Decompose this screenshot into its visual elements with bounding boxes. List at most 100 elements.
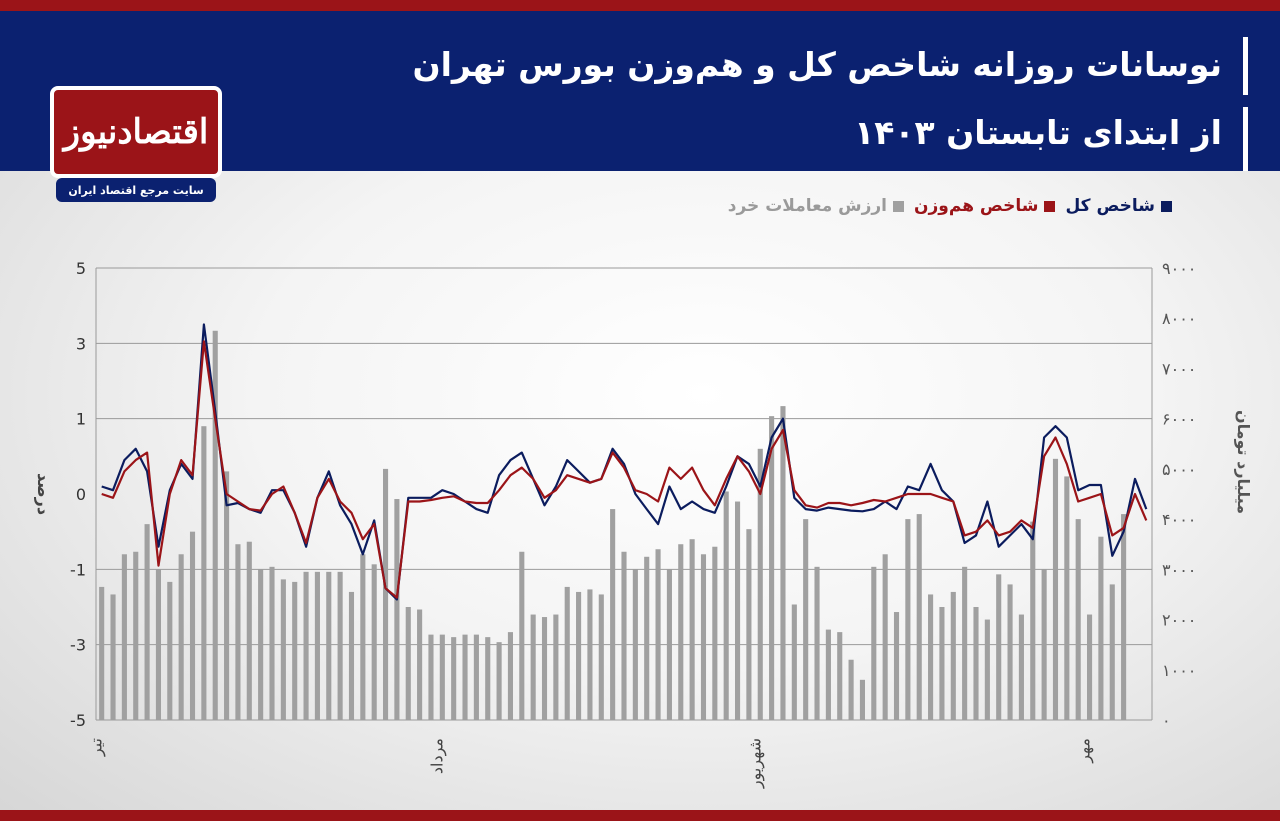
bottom-accent-strip (0, 810, 1280, 821)
bar-retail-trade-value (996, 574, 1002, 720)
legend-label: شاخص هم‌وزن (914, 196, 1039, 216)
x-month-label: مرداد (427, 738, 447, 774)
legend-label: شاخص کل (1065, 196, 1155, 216)
bar-retail-trade-value (757, 448, 763, 720)
title-divider-bar (1243, 37, 1248, 95)
bar-retail-trade-value (451, 637, 457, 720)
bar-retail-trade-value (632, 569, 638, 720)
bar-retail-trade-value (280, 579, 286, 720)
y2-tick-label: ۶۰۰۰ (1162, 410, 1196, 429)
legend-label: ارزش معاملات خرد (727, 196, 888, 216)
brand-tagline: سایت مرجع اقتصاد ایران (56, 178, 216, 202)
y-tick-label: 5 (76, 259, 86, 278)
y2-tick-label: ۹۰۰۰ (1162, 259, 1196, 278)
bar-retail-trade-value (1098, 536, 1104, 720)
y2-tick-label: ۲۰۰۰ (1162, 611, 1196, 630)
legend-swatch (1044, 200, 1056, 212)
bar-retail-trade-value (530, 614, 536, 720)
bar-retail-trade-value (235, 544, 241, 720)
bar-retail-trade-value (178, 554, 184, 720)
bar-retail-trade-value (428, 634, 434, 720)
bar-retail-trade-value (905, 519, 911, 720)
brand-logo-text: اقتصادنیوز (63, 112, 209, 152)
bar-retail-trade-value (1030, 521, 1036, 720)
bar-retail-trade-value (746, 529, 752, 720)
bar-retail-trade-value (133, 551, 139, 720)
x-month-label: مهر (1075, 738, 1095, 764)
bar-retail-trade-value (859, 679, 866, 720)
bar-retail-trade-value (473, 634, 479, 720)
top-accent-strip (0, 0, 1280, 11)
bar-retail-trade-value (405, 607, 411, 720)
bar-retail-trade-value (893, 612, 900, 720)
bar-retail-trade-value (587, 589, 593, 720)
bar-retail-trade-value (496, 642, 502, 720)
axis-layer: 5 3 1 0 -1 -3 -5 ۹۰۰۰ ۸۰۰۰ ۷۰۰۰ ۶۰۰۰ ۵۰۰۰ ۴۰۰۰ ۳۰۰۰ ۲۰… (34, 259, 1253, 789)
legend-item-equal-weight-index: شاخص هم‌وزن (914, 196, 1056, 216)
bar-retail-trade-value (928, 594, 934, 720)
bar-retail-trade-value (576, 591, 582, 720)
bar-retail-trade-value (201, 426, 207, 720)
legend-item-total-index: شاخص کل (1065, 196, 1172, 216)
bar-retail-trade-value (224, 471, 230, 720)
bar-retail-trade-value (723, 491, 729, 720)
bar-retail-trade-value (962, 566, 968, 720)
bar-retail-trade-value (621, 551, 627, 720)
bar-retail-trade-value (417, 609, 423, 720)
bar-retail-trade-value (1109, 584, 1115, 720)
title-divider-bar (1243, 107, 1248, 171)
line-equal-weight-index (101, 340, 1148, 599)
y-tick-label: 1 (76, 410, 86, 429)
y-tick-label: 3 (76, 334, 86, 353)
bar-retail-trade-value (189, 531, 196, 720)
y-tick-label: -3 (70, 636, 86, 655)
bar-retail-trade-value (269, 566, 275, 720)
y2-tick-label: ۸۰۰۰ (1162, 309, 1196, 328)
bar-retail-trade-value (519, 551, 525, 720)
bar-retail-trade-value (371, 564, 377, 720)
bar-retail-trade-value (803, 519, 809, 720)
x-month-label: تیر (87, 738, 107, 757)
bar-retail-trade-value (712, 546, 718, 720)
bar-retail-trade-value (689, 539, 695, 720)
bar-retail-trade-value (303, 571, 309, 720)
bar-retail-trade-value (1064, 476, 1070, 720)
bar-layer (99, 330, 1127, 720)
bar-retail-trade-value (871, 566, 877, 720)
bar-retail-trade-value (644, 556, 650, 720)
x-month-label: شهریور (745, 738, 765, 789)
bar-retail-trade-value (984, 619, 990, 720)
bar-retail-trade-value (734, 501, 741, 720)
bar-retail-trade-value (541, 617, 548, 720)
bar-retail-trade-value (564, 586, 570, 720)
bar-retail-trade-value (666, 569, 672, 720)
bar-retail-trade-value (1007, 584, 1013, 720)
bar-retail-trade-value (360, 554, 366, 720)
bar-retail-trade-value (337, 571, 343, 720)
bar-retail-trade-value (121, 554, 127, 720)
bar-retail-trade-value (348, 591, 355, 720)
bar-retail-trade-value (791, 604, 797, 720)
bar-retail-trade-value (99, 586, 105, 720)
bar-retail-trade-value (1041, 569, 1047, 720)
y-tick-label: -1 (70, 560, 86, 579)
bar-retail-trade-value (439, 634, 445, 720)
bar-retail-trade-value (610, 509, 616, 720)
legend-swatch (893, 200, 905, 212)
bar-retail-trade-value (939, 607, 945, 720)
bar-retail-trade-value (167, 581, 173, 720)
chart-legend: شاخص کل شاخص هم‌وزن ارزش معاملات خرد (728, 196, 1172, 216)
y2-tick-label: ۰ (1162, 711, 1171, 730)
bar-retail-trade-value (462, 634, 468, 720)
y-axis-title: درصد (34, 473, 53, 515)
bar-retail-trade-value (700, 554, 707, 720)
bar-retail-trade-value (326, 571, 332, 720)
bar-retail-trade-value (258, 569, 264, 720)
legend-item-retail-trade-value: ارزش معاملات خرد (727, 196, 905, 216)
y2-tick-label: ۱۰۰۰ (1162, 661, 1196, 680)
bar-retail-trade-value (246, 541, 252, 720)
bar-retail-trade-value (882, 554, 888, 720)
bar-retail-trade-value (916, 514, 922, 720)
bar-retail-trade-value (553, 614, 559, 720)
